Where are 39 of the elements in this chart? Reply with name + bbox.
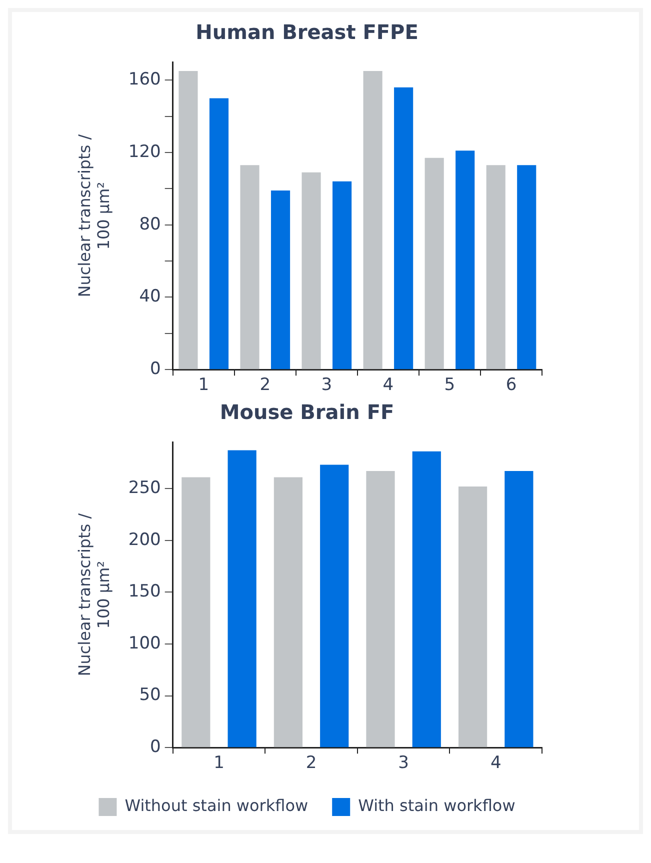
chart-title: Human Breast FFPE <box>196 20 418 44</box>
bar <box>486 165 506 370</box>
legend-label: With stain workflow <box>358 796 516 816</box>
x-tick-label: 3 <box>398 753 409 774</box>
y-tick-label: 40 <box>139 286 161 307</box>
y-tick-label: 250 <box>128 478 161 498</box>
y-tick-label: 160 <box>128 70 161 90</box>
bar <box>456 150 475 370</box>
y-tick-label: 200 <box>128 530 161 550</box>
x-tick-label: 5 <box>444 375 456 396</box>
y-tick-label: 80 <box>139 214 161 234</box>
bar <box>517 165 536 370</box>
bar <box>302 172 321 370</box>
x-tick-label: 6 <box>506 375 517 396</box>
bar <box>240 165 260 370</box>
bar <box>209 98 229 370</box>
y-tick-label: 120 <box>128 142 161 162</box>
y-tick-label: 50 <box>139 685 161 706</box>
x-tick-label: 1 <box>214 753 224 774</box>
y-tick-label: 0 <box>150 737 161 758</box>
x-tick-label: 4 <box>382 375 394 396</box>
bar <box>270 190 290 370</box>
x-tick-label: 4 <box>490 753 502 774</box>
x-tick-label: 2 <box>260 375 271 396</box>
bar <box>178 71 198 370</box>
y-tick-label: 0 <box>150 359 161 380</box>
y-axis-title: Nuclear transcripts / 100 μm² <box>74 134 113 298</box>
x-tick-label: 1 <box>198 375 210 396</box>
bar <box>424 158 444 370</box>
x-tick-label: 2 <box>306 753 317 774</box>
y-tick-label: 150 <box>128 582 161 602</box>
y-axis-title: Nuclear transcripts / 100 μm² <box>74 512 113 676</box>
bar <box>332 181 352 370</box>
y-tick-label: 100 <box>128 633 161 654</box>
legend-label: Without stain workflow <box>124 796 308 816</box>
bar <box>394 87 414 370</box>
bar <box>363 71 382 370</box>
chart-title: Mouse Brain FF <box>220 400 394 424</box>
x-tick-label: 3 <box>321 375 332 396</box>
